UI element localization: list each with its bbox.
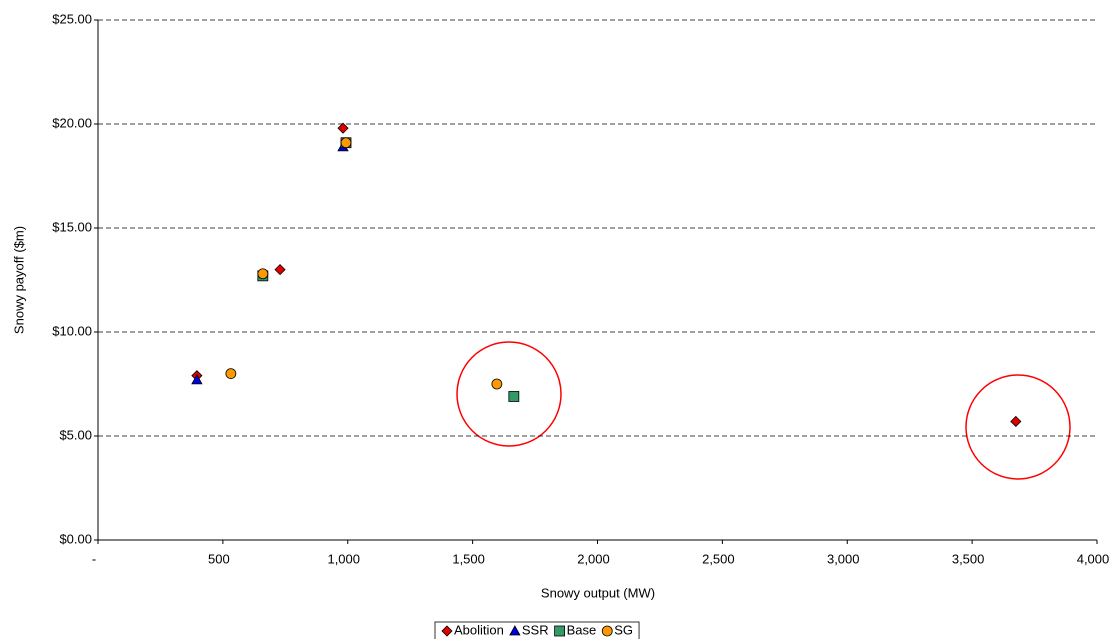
x-tick-label: 2,500: [702, 551, 735, 566]
legend-box: [434, 621, 640, 639]
marker: [340, 137, 352, 149]
highlight-circle: [965, 374, 1071, 480]
highlight-circle: [456, 341, 562, 447]
x-tick-label: 1,500: [452, 551, 485, 566]
x-tick-label: 1,000: [327, 551, 360, 566]
marker: [257, 268, 269, 280]
legend-marker: [441, 625, 453, 637]
marker: [191, 374, 203, 385]
x-axis-label: Snowy output (MW): [541, 585, 655, 600]
y-tick-label: $0.00: [59, 531, 92, 546]
x-tick-label: 3,500: [952, 551, 985, 566]
marker: [491, 378, 503, 390]
x-tick-label: 500: [208, 551, 230, 566]
y-tick-label: $10.00: [52, 323, 92, 338]
marker: [337, 122, 349, 134]
legend-marker: [509, 625, 521, 636]
legend-marker: [554, 625, 566, 637]
marker: [508, 391, 520, 402]
legend-label: SSR: [522, 622, 549, 637]
marker: [1010, 415, 1022, 428]
legend: Abolition SSR Base SG: [434, 621, 640, 639]
legend-label: Base: [567, 622, 597, 637]
x-tick-label: 3,000: [827, 551, 860, 566]
x-tick-label: 2,000: [577, 551, 610, 566]
marker: [225, 368, 237, 380]
y-tick-label: $20.00: [52, 115, 92, 130]
x-tick-label: -: [92, 551, 96, 566]
x-tick-label: 4,000: [1077, 551, 1110, 566]
legend-label: SG: [614, 622, 633, 637]
y-tick-label: $25.00: [52, 11, 92, 26]
legend-label: Abolition: [454, 622, 504, 637]
legend-marker: [601, 625, 613, 637]
y-axis-label: Snowy payoff ($m): [11, 226, 26, 334]
marker: [274, 264, 286, 276]
y-tick-label: $15.00: [52, 219, 92, 234]
y-tick-label: $5.00: [59, 427, 92, 442]
